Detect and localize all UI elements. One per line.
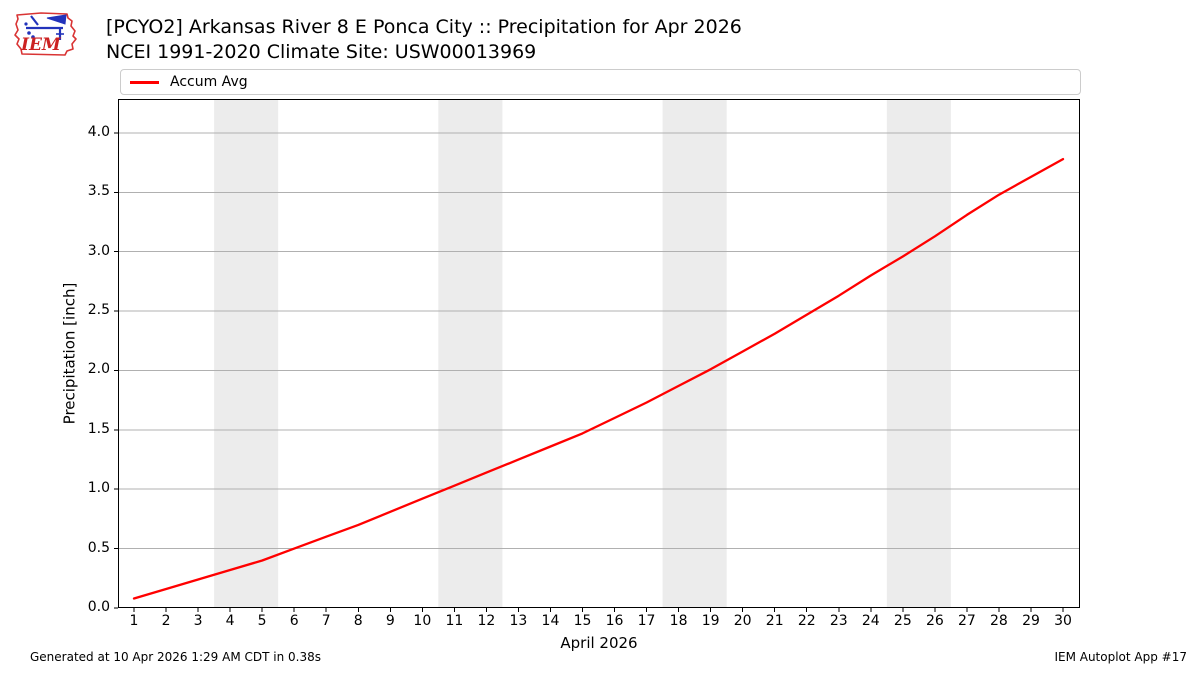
y-tick-label: 3.5 bbox=[87, 183, 110, 200]
x-tick-label: 27 bbox=[957, 613, 976, 629]
x-tick-label: 24 bbox=[861, 613, 880, 629]
y-tick-label: 2.0 bbox=[87, 361, 110, 378]
y-tick-label: 0.0 bbox=[87, 599, 110, 615]
x-tick-label: 26 bbox=[925, 613, 944, 629]
y-axis-title: Precipitation [inch] bbox=[60, 282, 79, 425]
x-tick-label: 13 bbox=[509, 613, 528, 629]
x-tick-label: 19 bbox=[701, 613, 720, 629]
page-title: [PCYO2] Arkansas River 8 E Ponca City ::… bbox=[106, 16, 742, 38]
legend-swatch-accum-avg bbox=[130, 80, 159, 84]
legend-label: Accum Avg bbox=[170, 74, 248, 90]
x-tick-label: 8 bbox=[353, 613, 363, 629]
weekend-band bbox=[214, 99, 279, 608]
x-tick-label: 3 bbox=[193, 613, 203, 629]
x-tick-label: 15 bbox=[573, 613, 592, 629]
x-tick-label: 21 bbox=[765, 613, 784, 629]
chart-title-block: [PCYO2] Arkansas River 8 E Ponca City ::… bbox=[106, 15, 742, 65]
x-tick-label: 4 bbox=[225, 613, 235, 629]
x-tick-label: 25 bbox=[893, 613, 912, 629]
weekend-band bbox=[662, 99, 727, 608]
plot-border bbox=[118, 99, 1080, 608]
x-tick-label: 1 bbox=[129, 613, 139, 629]
legend: Accum Avg bbox=[120, 69, 1081, 95]
x-tick-label: 14 bbox=[541, 613, 560, 629]
y-tick-label: 1.0 bbox=[87, 480, 110, 497]
x-tick-label: 18 bbox=[669, 613, 688, 629]
x-tick-label: 28 bbox=[990, 613, 1008, 629]
x-tick-label: 22 bbox=[797, 613, 816, 629]
x-tick-label: 16 bbox=[605, 613, 624, 629]
iem-logo: IEM bbox=[14, 12, 77, 56]
x-tick-label: 9 bbox=[385, 613, 395, 629]
x-tick-label: 29 bbox=[1022, 613, 1040, 629]
x-tick-label: 2 bbox=[161, 613, 171, 629]
x-tick-label: 6 bbox=[289, 613, 299, 629]
logo-weather-vane-icon bbox=[24, 14, 67, 40]
footer-generated-text: Generated at 10 Apr 2026 1:29 AM CDT in … bbox=[30, 650, 321, 664]
x-tick-label: 5 bbox=[257, 613, 267, 629]
x-tick-label: 12 bbox=[477, 613, 496, 629]
y-tick-label: 1.5 bbox=[87, 420, 110, 437]
weekend-band bbox=[438, 99, 503, 608]
x-tick-label: 20 bbox=[733, 613, 752, 629]
accum-avg-line bbox=[132, 157, 1065, 600]
x-tick-label: 10 bbox=[413, 613, 432, 629]
x-tick-label: 11 bbox=[445, 613, 464, 629]
logo-iem-text: IEM bbox=[20, 35, 62, 55]
footer-app-text: IEM Autoplot App #17 bbox=[1054, 650, 1187, 664]
x-axis-title: April 2026 bbox=[560, 634, 638, 652]
x-tick-label: 17 bbox=[637, 613, 656, 629]
weekend-band bbox=[886, 99, 951, 608]
y-tick-label: 2.5 bbox=[87, 302, 110, 319]
x-tick-label: 23 bbox=[829, 613, 848, 629]
x-tick-label: 30 bbox=[1054, 613, 1072, 629]
y-tick-label: 3.0 bbox=[87, 242, 110, 259]
page-subtitle: NCEI 1991-2020 Climate Site: USW00013969 bbox=[106, 41, 537, 63]
y-tick-label: 0.5 bbox=[87, 539, 110, 556]
logo-iowa-outline bbox=[14, 12, 77, 56]
x-tick-label: 7 bbox=[321, 613, 331, 629]
y-tick-label: 4.0 bbox=[87, 123, 110, 140]
